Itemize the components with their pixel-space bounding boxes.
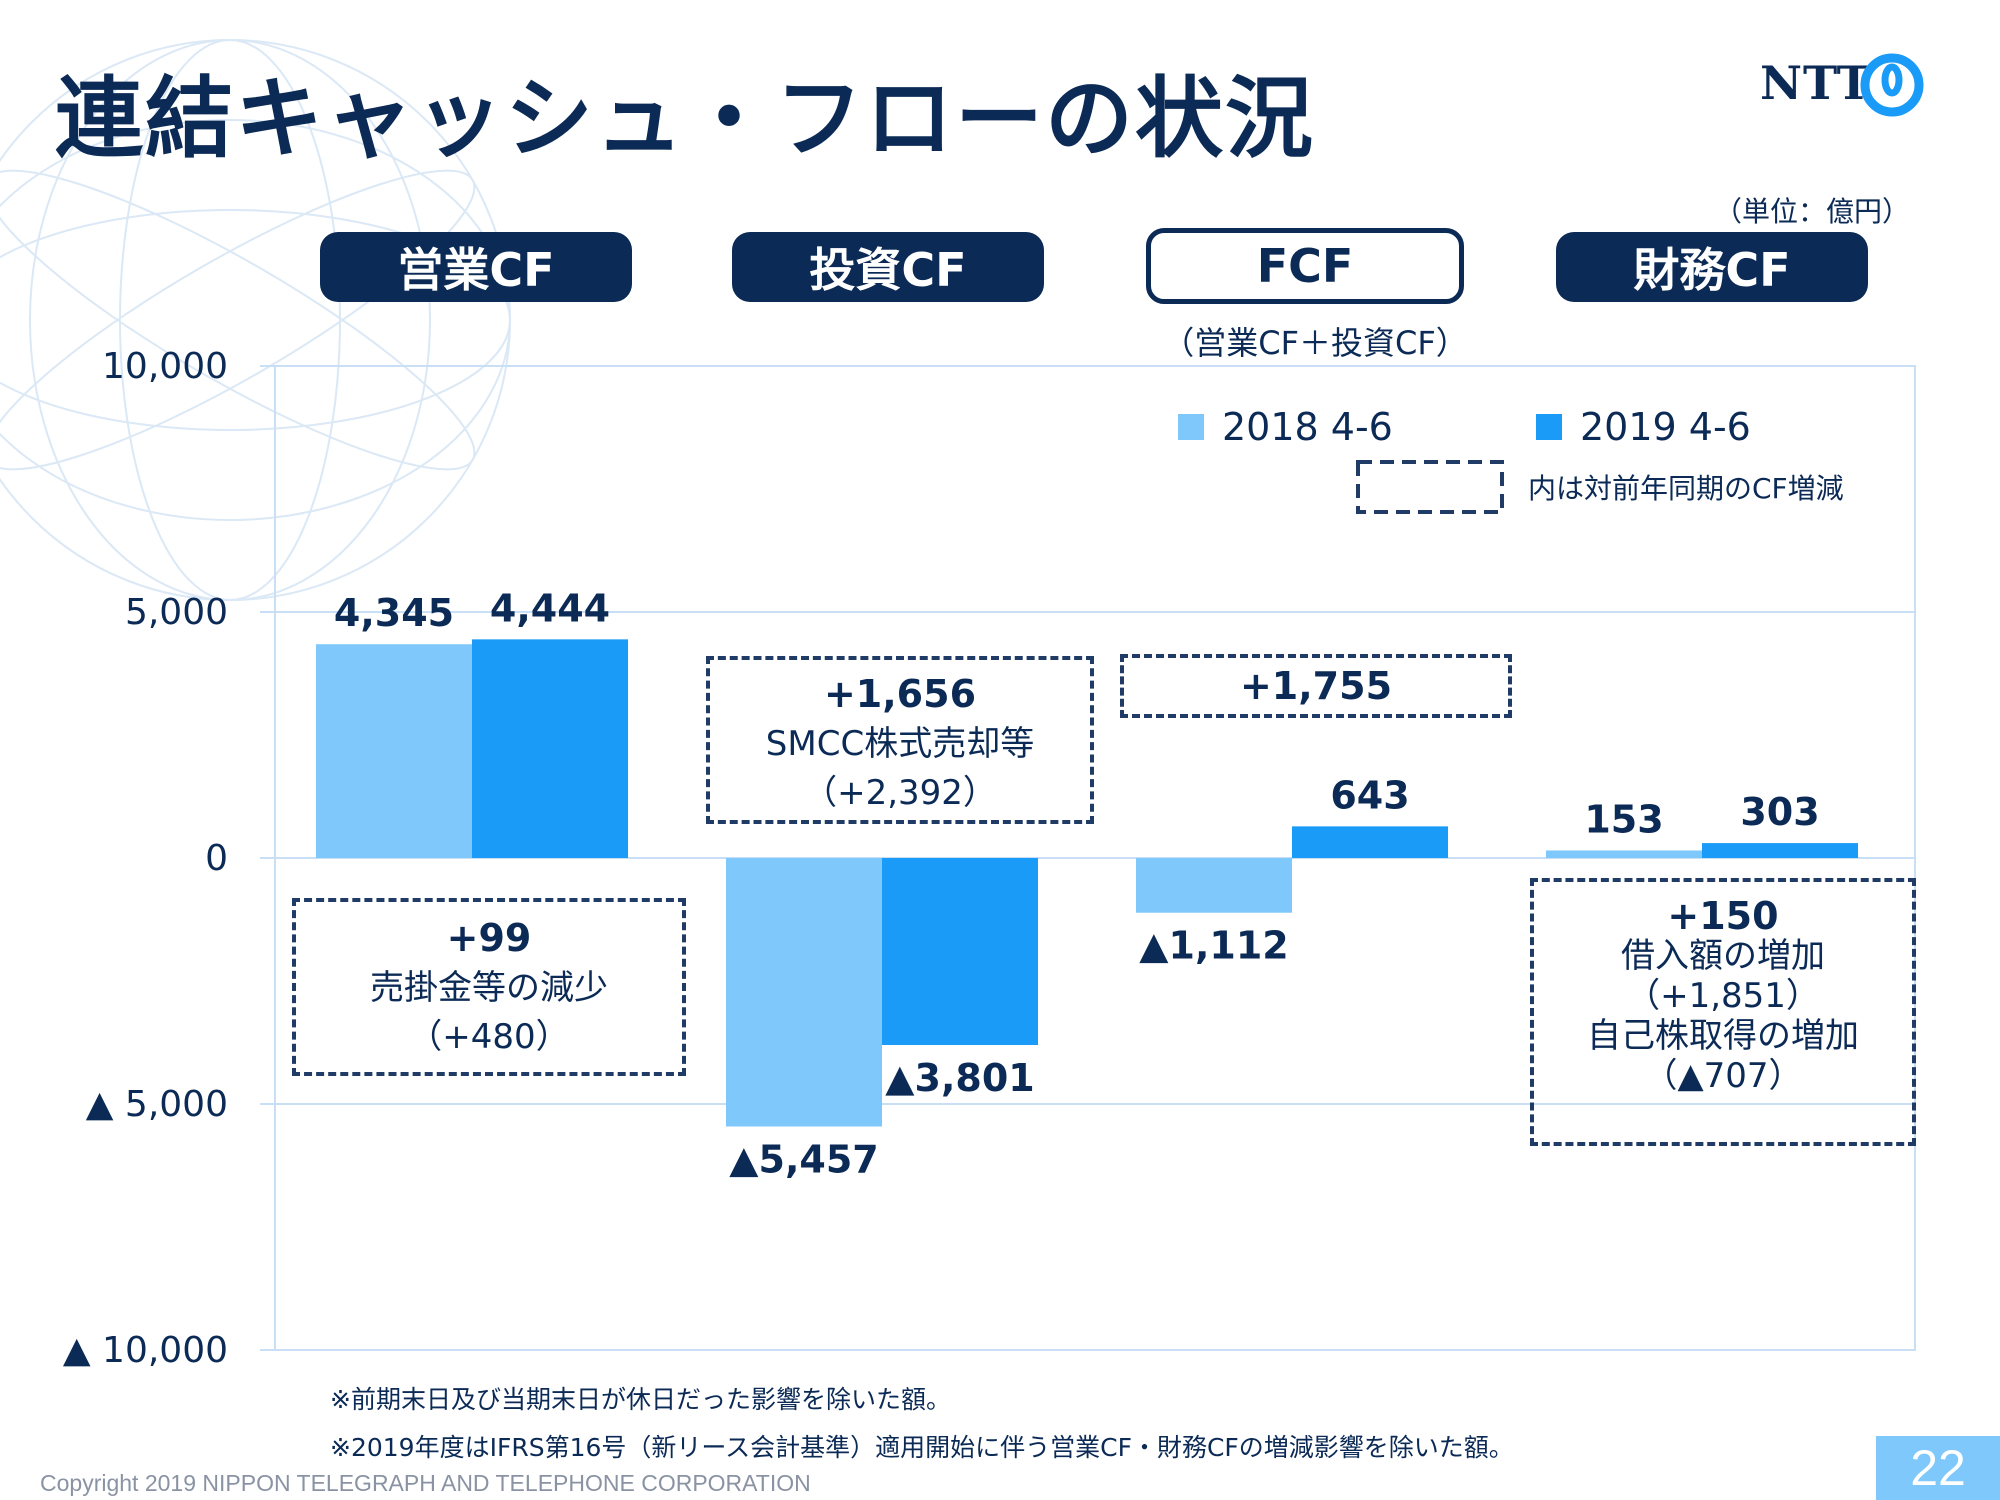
bar [316, 644, 472, 858]
header-financing-cf: 財務CF [1556, 232, 1868, 302]
annotation-operating-delta: +99 [446, 916, 532, 960]
copyright: Copyright 2019 NIPPON TELEGRAPH AND TELE… [40, 1470, 811, 1496]
legend-label: 2018 4-6 [1222, 405, 1393, 449]
footnote-2: ※2019年度はIFRS第16号（新リース会計基準）適用開始に伴う営業CF・財務… [330, 1433, 1514, 1462]
page-title: 連結キャッシュ・フローの状況 [55, 67, 1316, 170]
data-label: 4,345 [334, 591, 454, 635]
data-label: ▲1,112 [1139, 924, 1288, 968]
header-fcf-subtitle: （営業CF＋投資CF） [1162, 324, 1468, 362]
ntt-logo-icon [1860, 53, 1924, 117]
annotation-fcf: +1,755 [1120, 654, 1512, 718]
bar [1136, 858, 1292, 913]
annotation-financing: +150 借入額の増加 （+1,851） 自己株取得の増加 （▲707） [1530, 878, 1916, 1146]
bar [1292, 826, 1448, 858]
bar [882, 858, 1038, 1046]
bar [726, 858, 882, 1127]
y-tick-label: ▲ 10,000 [63, 1330, 228, 1371]
bar [472, 639, 628, 858]
bar [1546, 850, 1702, 858]
footnote-1: ※前期末日及び当期末日が休日だった影響を除いた額。 [330, 1385, 951, 1414]
data-label: 153 [1584, 797, 1663, 841]
data-label: ▲5,457 [729, 1137, 878, 1181]
data-label: ▲3,801 [885, 1056, 1034, 1100]
annotation-investing: +1,656 SMCC株式売却等 （+2,392） [706, 656, 1094, 824]
page-number: 22 [1876, 1436, 2000, 1500]
y-tick-label: ▲ 5,000 [86, 1084, 228, 1125]
legend-swatch [1536, 414, 1562, 440]
y-tick-label: 0 [205, 838, 228, 879]
annotation-investing-delta: +1,656 [823, 672, 977, 716]
legend-label: 2019 4-6 [1580, 405, 1751, 449]
y-tick-label: 5,000 [125, 592, 228, 633]
annotation-fcf-delta: +1,755 [1239, 664, 1393, 708]
y-tick-label: 10,000 [102, 346, 228, 387]
data-label: 643 [1330, 773, 1409, 817]
logo-text: NTT [1760, 56, 1872, 110]
annotation-financing-reason-1: 借入額の増加 [1621, 936, 1825, 976]
annotation-financing-amount-1: （+1,851） [1626, 976, 1820, 1016]
data-label: 303 [1740, 790, 1819, 834]
header-investing-cf: 投資CF [732, 232, 1044, 302]
annotation-investing-reason: SMCC株式売却等 [765, 724, 1035, 764]
header-operating-cf: 営業CF [320, 232, 632, 302]
ntt-logo: NTT [1760, 52, 1960, 122]
annotation-operating: +99 売掛金等の減少 （+480） [292, 898, 686, 1076]
annotation-operating-reason: 売掛金等の減少 [370, 968, 608, 1008]
annotation-financing-delta: +150 [1667, 894, 1779, 938]
annotation-investing-amount: （+2,392） [803, 773, 997, 813]
unit-label: （単位：億円） [1713, 195, 1910, 228]
annotation-operating-amount: （+480） [408, 1017, 570, 1057]
legend-swatch [1178, 414, 1204, 440]
bar [1702, 843, 1858, 858]
legend-dashed-box [1356, 460, 1504, 514]
data-label: 4,444 [490, 586, 610, 630]
legend-note: 内は対前年同期のCF増減 [1528, 472, 1844, 505]
header-fcf: FCF [1146, 228, 1464, 304]
annotation-financing-reason-2: 自己株取得の増加 [1587, 1016, 1859, 1056]
annotation-financing-amount-2: （▲707） [1643, 1056, 1803, 1096]
